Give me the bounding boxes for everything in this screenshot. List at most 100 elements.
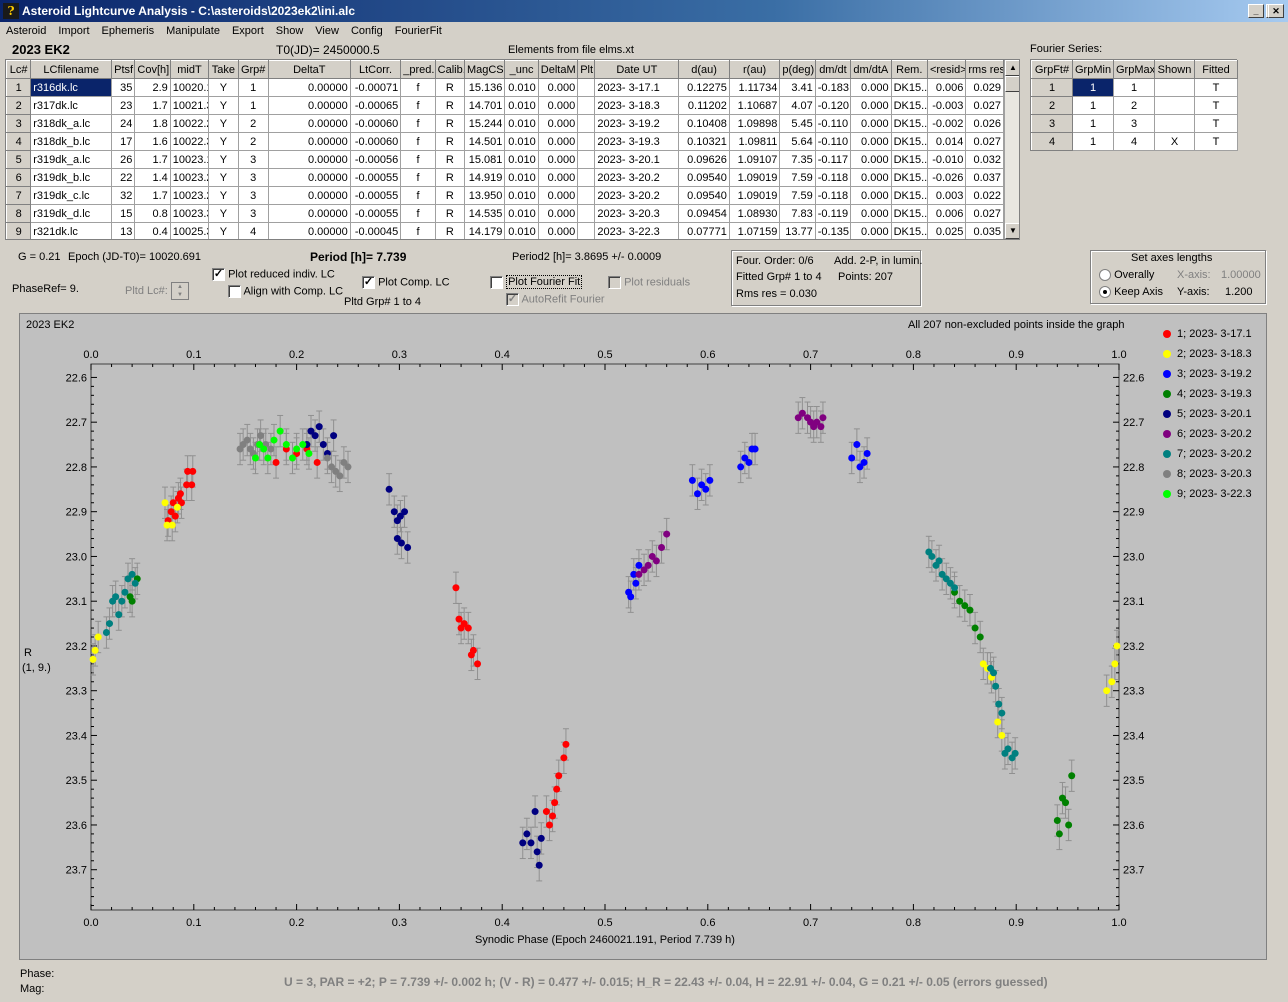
table-cell[interactable]: 15.136 <box>463 78 506 97</box>
table-cell[interactable]: R <box>434 186 465 205</box>
table-cell[interactable]: 0.00000 <box>267 132 351 151</box>
table-cell[interactable]: 0.010 <box>504 150 539 169</box>
lc-col-header[interactable]: Rem. <box>890 60 928 79</box>
table-cell[interactable]: 0.010 <box>504 204 539 223</box>
table-cell[interactable]: 1 <box>1072 78 1114 97</box>
table-cell[interactable]: 0.00000 <box>267 150 351 169</box>
table-cell[interactable]: 26 <box>111 150 136 169</box>
table-cell[interactable]: -0.010 <box>926 150 967 169</box>
table-row[interactable]: 3 r318dk_a.lc 24 1.8 10022.2 Y 2 0.00000 -0.0006… <box>6 114 1004 133</box>
table-cell[interactable]: 0.027 <box>965 132 1004 151</box>
table-cell[interactable]: r319dk_b.lc <box>30 168 113 187</box>
row-number[interactable]: 6 <box>6 168 32 187</box>
table-cell[interactable]: f <box>400 150 436 169</box>
fourier-col-header[interactable]: GrpMin <box>1072 60 1114 79</box>
table-cell[interactable]: 1 <box>1072 96 1114 115</box>
row-number[interactable]: 9 <box>6 222 32 239</box>
table-cell[interactable]: 5.64 <box>779 132 816 151</box>
spin-down-icon[interactable]: ▼ <box>177 292 183 298</box>
table-cell[interactable] <box>577 114 596 133</box>
table-cell[interactable]: r318dk_b.lc <box>30 132 113 151</box>
table-cell[interactable]: -0.119 <box>814 204 852 223</box>
table-cell[interactable]: f <box>400 204 436 223</box>
table-cell[interactable] <box>577 96 596 115</box>
table-cell[interactable]: 1 <box>1072 132 1114 151</box>
table-cell[interactable]: 1.09898 <box>728 114 781 133</box>
table-cell[interactable]: 0.032 <box>965 150 1004 169</box>
table-row[interactable]: 6 r319dk_b.lc 22 1.4 10023.2 Y 3 0.00000 -0.0005… <box>6 168 1004 187</box>
table-cell[interactable]: 1.09811 <box>728 132 781 151</box>
table-cell[interactable]: 1 <box>1072 114 1114 133</box>
table-cell[interactable]: 24 <box>111 114 136 133</box>
row-number[interactable]: 5 <box>6 150 32 169</box>
row-number[interactable]: 1 <box>6 78 32 97</box>
table-cell[interactable]: 5.45 <box>779 114 816 133</box>
table-cell[interactable]: 10021.3 <box>169 96 210 115</box>
table-cell[interactable]: 22 <box>111 168 136 187</box>
table-cell[interactable]: T <box>1194 78 1238 97</box>
table-cell[interactable]: 0.00000 <box>267 168 351 187</box>
table-cell[interactable] <box>577 150 596 169</box>
table-cell[interactable]: -0.00071 <box>349 78 402 97</box>
table-cell[interactable] <box>577 222 596 239</box>
table-cell[interactable]: 1 <box>237 78 269 97</box>
table-cell[interactable]: 0.12275 <box>678 78 730 97</box>
table-cell[interactable]: 13.950 <box>463 186 506 205</box>
table-cell[interactable]: -0.002 <box>926 114 967 133</box>
table-cell[interactable]: 2023- 3-20.3 <box>594 204 680 223</box>
table-cell[interactable]: 2 <box>1113 96 1155 115</box>
table-cell[interactable]: 0.4 <box>134 222 171 239</box>
lc-col-header[interactable]: midT <box>169 60 210 79</box>
table-cell[interactable]: 1.09019 <box>728 168 781 187</box>
lc-col-header[interactable]: Calib. <box>434 60 465 79</box>
menu-config[interactable]: Config <box>350 25 383 37</box>
menu-asteroid[interactable]: Asteroid <box>6 25 47 37</box>
table-cell[interactable]: R <box>434 168 465 187</box>
table-cell[interactable]: 0.09626 <box>678 150 730 169</box>
table-cell[interactable]: 14.919 <box>463 168 506 187</box>
table-row[interactable]: 9 r321dk.lc 13 0.4 10025.3 Y 4 0.00000 -0.00045 f… <box>6 222 1004 239</box>
lc-col-header[interactable]: LCfilename <box>30 60 113 79</box>
pltd-lc-spinner[interactable]: ▲ ▼ <box>171 282 189 300</box>
table-cell[interactable]: R <box>434 150 465 169</box>
table-cell[interactable]: 10022.3 <box>169 132 210 151</box>
table-cell[interactable]: 0.026 <box>965 114 1004 133</box>
row-number[interactable]: 2 <box>6 96 32 115</box>
table-cell[interactable]: 0.000 <box>537 222 579 239</box>
table-cell[interactable]: 10023.3 <box>169 204 210 223</box>
table-cell[interactable]: 7.83 <box>779 204 816 223</box>
table-cell[interactable]: 3 <box>237 150 269 169</box>
table-cell[interactable]: 14.501 <box>463 132 506 151</box>
table-cell[interactable]: 0.07771 <box>678 222 730 239</box>
table-cell[interactable]: r319dk_a.lc <box>30 150 113 169</box>
lc-col-header[interactable]: Plt <box>577 60 596 79</box>
table-cell[interactable]: 0.014 <box>926 132 967 151</box>
table-cell[interactable]: 10023.2 <box>169 168 210 187</box>
table-cell[interactable]: -0.110 <box>814 114 852 133</box>
table-cell[interactable]: -0.026 <box>926 168 967 187</box>
table-cell[interactable]: -0.00045 <box>349 222 402 239</box>
menu-fourierfit[interactable]: FourierFit <box>394 25 442 37</box>
table-cell[interactable] <box>1154 96 1195 115</box>
table-row[interactable]: 7 r319dk_c.lc 32 1.7 10023.2 Y 3 0.00000 -0.0005… <box>6 186 1004 205</box>
table-cell[interactable]: 0.003 <box>926 186 967 205</box>
table-cell[interactable]: 0.006 <box>926 78 967 97</box>
lc-col-header[interactable]: DeltaM <box>537 60 579 79</box>
checkbox-checked-icon[interactable]: ✓ <box>362 276 375 289</box>
table-cell[interactable]: 0.010 <box>504 96 539 115</box>
table-cell[interactable]: f <box>400 114 436 133</box>
row-number[interactable]: 3 <box>6 114 32 133</box>
table-cell[interactable]: 17 <box>111 132 136 151</box>
table-cell[interactable]: 0.037 <box>965 168 1004 187</box>
table-cell[interactable]: 10023.1 <box>169 150 210 169</box>
lc-col-header[interactable]: p(deg) <box>779 60 816 79</box>
table-cell[interactable]: 2023- 3-19.2 <box>594 114 680 133</box>
table-cell[interactable]: Y <box>208 204 239 223</box>
lc-col-header[interactable]: <resid> <box>926 60 967 79</box>
table-cell[interactable]: 1 <box>1113 78 1155 97</box>
lc-col-header[interactable]: Cov[h] <box>134 60 171 79</box>
table-cell[interactable]: 1.08930 <box>728 204 781 223</box>
table-cell[interactable]: 1.07159 <box>728 222 781 239</box>
table-cell[interactable]: DK15... <box>890 222 928 239</box>
table-row[interactable]: 5 r319dk_a.lc 26 1.7 10023.1 Y 3 0.00000 -0.0005… <box>6 150 1004 169</box>
